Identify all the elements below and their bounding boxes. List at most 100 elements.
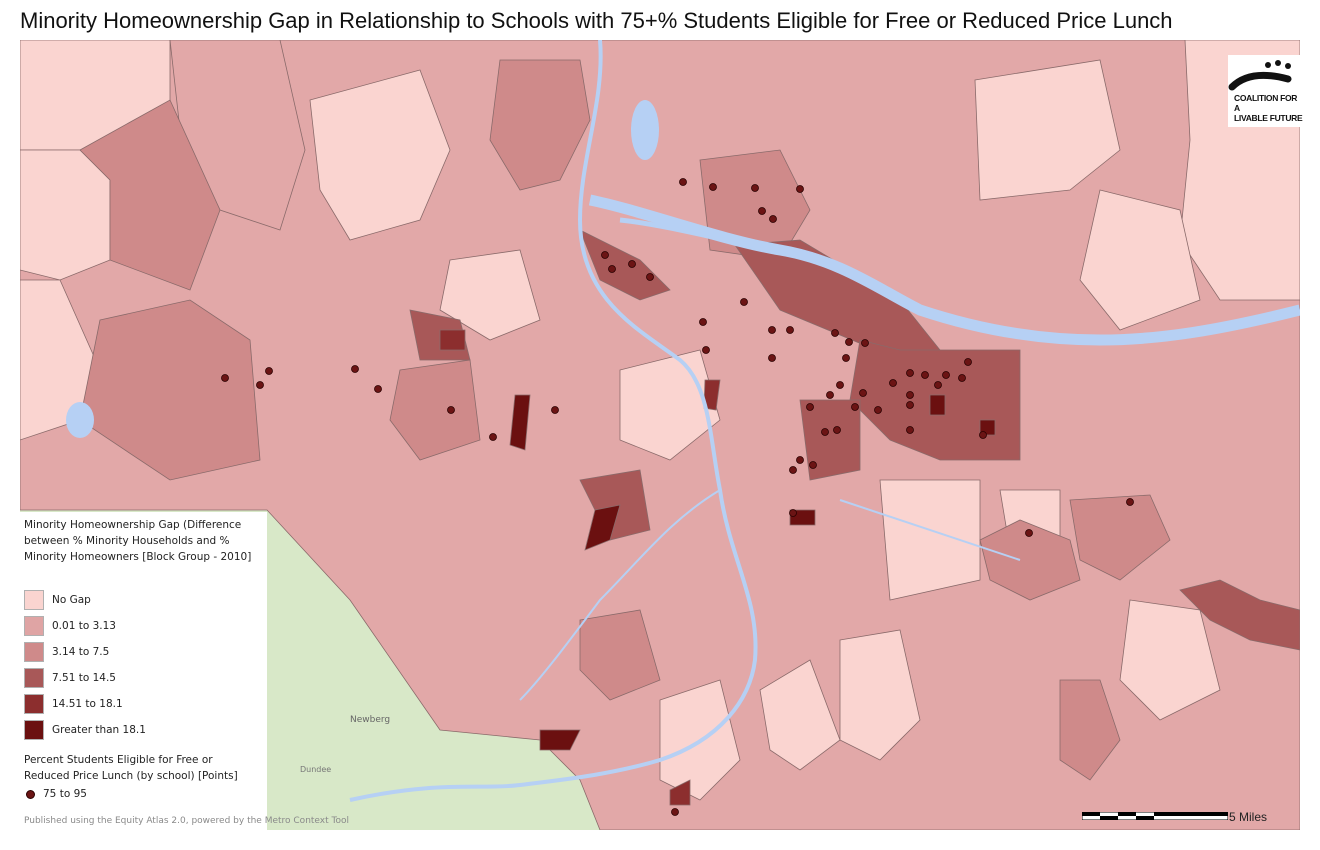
map-canvas[interactable]: Newberg Dundee xyxy=(20,40,1300,830)
legend-swatch xyxy=(24,616,44,636)
school-point[interactable] xyxy=(768,354,776,362)
school-point[interactable] xyxy=(789,466,797,474)
tract-3-7 xyxy=(579,609,661,701)
tract-no-gap xyxy=(839,629,921,761)
school-point[interactable] xyxy=(551,406,559,414)
school-point[interactable] xyxy=(833,426,841,434)
legend-label: 3.14 to 7.5 xyxy=(52,646,110,658)
legend-points-title: Percent Students Eligible for Free or Re… xyxy=(24,754,238,782)
school-point[interactable] xyxy=(679,178,687,186)
school-point[interactable] xyxy=(806,403,814,411)
school-point[interactable] xyxy=(906,401,914,409)
school-point[interactable] xyxy=(964,358,972,366)
school-point[interactable] xyxy=(608,265,616,273)
town-label-newberg: Newberg xyxy=(350,715,390,725)
school-point[interactable] xyxy=(489,433,497,441)
school-point[interactable] xyxy=(646,273,654,281)
school-point[interactable] xyxy=(740,298,748,306)
school-point[interactable] xyxy=(265,367,273,375)
legend-item-points: 75 to 95 xyxy=(24,788,87,800)
legend-swatch xyxy=(24,720,44,740)
school-point[interactable] xyxy=(845,338,853,346)
tract-gt-18 xyxy=(509,394,531,451)
school-point[interactable] xyxy=(851,403,859,411)
school-point[interactable] xyxy=(942,371,950,379)
school-point[interactable] xyxy=(1126,498,1134,506)
school-point[interactable] xyxy=(861,339,869,347)
logo-line2: LIVABLE FUTURE xyxy=(1234,113,1303,123)
school-point[interactable] xyxy=(699,318,707,326)
school-point[interactable] xyxy=(831,329,839,337)
school-point[interactable] xyxy=(796,185,804,193)
river-willamette xyxy=(349,40,758,802)
school-point[interactable] xyxy=(826,391,834,399)
legend-item-7-14: 7.51 to 14.5 xyxy=(24,668,116,688)
tract-7-14 xyxy=(1179,579,1300,651)
tract-3-7 xyxy=(489,59,591,191)
credit-text: Published using the Equity Atlas 2.0, po… xyxy=(24,816,350,826)
tract-3-7 xyxy=(1069,494,1171,581)
school-point[interactable] xyxy=(758,207,766,215)
school-point[interactable] xyxy=(786,326,794,334)
legend-item-0-3: 0.01 to 3.13 xyxy=(24,616,116,636)
school-point[interactable] xyxy=(351,365,359,373)
town-label-dundee: Dundee xyxy=(300,765,331,774)
school-point[interactable] xyxy=(374,385,382,393)
tract-3-7 xyxy=(79,99,221,291)
school-point[interactable] xyxy=(821,428,829,436)
scale-bar xyxy=(1082,812,1228,820)
school-point[interactable] xyxy=(221,374,229,382)
school-point[interactable] xyxy=(874,406,882,414)
school-point[interactable] xyxy=(768,326,776,334)
school-point[interactable] xyxy=(601,251,609,259)
lake-reservoir xyxy=(66,402,94,438)
school-point[interactable] xyxy=(979,431,987,439)
school-point[interactable] xyxy=(809,461,817,469)
school-point[interactable] xyxy=(789,509,797,517)
school-point[interactable] xyxy=(447,406,455,414)
school-point[interactable] xyxy=(906,391,914,399)
legend-label: 14.51 to 18.1 xyxy=(52,698,123,710)
tract-3-7 xyxy=(389,359,481,461)
school-point[interactable] xyxy=(769,215,777,223)
legend-label: No Gap xyxy=(52,594,91,606)
school-point[interactable] xyxy=(751,184,759,192)
river-channel xyxy=(619,217,801,258)
river-columbia xyxy=(588,194,1300,346)
tract-no-gap xyxy=(20,149,111,281)
tract-no-gap xyxy=(759,659,841,771)
river-tualatin xyxy=(519,489,721,701)
tract-14-18 xyxy=(669,779,691,806)
school-point[interactable] xyxy=(934,381,942,389)
school-point[interactable] xyxy=(256,381,264,389)
school-point[interactable] xyxy=(702,346,710,354)
school-point[interactable] xyxy=(906,369,914,377)
tract-7-14 xyxy=(799,399,861,481)
legend-item-gt-18: Greater than 18.1 xyxy=(24,720,146,740)
legend-title: Minority Homeownership Gap (Difference b… xyxy=(24,519,252,563)
legend-label: 75 to 95 xyxy=(43,788,87,800)
school-point[interactable] xyxy=(958,374,966,382)
school-point[interactable] xyxy=(709,183,717,191)
school-point[interactable] xyxy=(889,379,897,387)
logo-text: COALITION FOR A LIVABLE FUTURE xyxy=(1234,93,1304,123)
tract-14-18 xyxy=(439,329,466,351)
school-point[interactable] xyxy=(628,260,636,268)
logo-line1: COALITION FOR A xyxy=(1234,93,1298,113)
school-point[interactable] xyxy=(859,389,867,397)
tract-3-7 xyxy=(1059,679,1121,781)
school-point[interactable] xyxy=(906,426,914,434)
school-point[interactable] xyxy=(796,456,804,464)
map-legend: Minority Homeownership Gap (Difference b… xyxy=(20,512,267,830)
school-point[interactable] xyxy=(836,381,844,389)
school-point[interactable] xyxy=(842,354,850,362)
school-point[interactable] xyxy=(921,371,929,379)
tract-no-gap xyxy=(879,479,981,601)
legend-swatch xyxy=(24,590,44,610)
school-point[interactable] xyxy=(671,808,679,816)
choropleth-svg: Newberg Dundee xyxy=(20,40,1300,830)
school-points[interactable] xyxy=(221,178,1134,816)
tract-no-gap xyxy=(439,249,541,341)
school-point[interactable] xyxy=(1025,529,1033,537)
tract-no-gap xyxy=(1079,189,1201,331)
